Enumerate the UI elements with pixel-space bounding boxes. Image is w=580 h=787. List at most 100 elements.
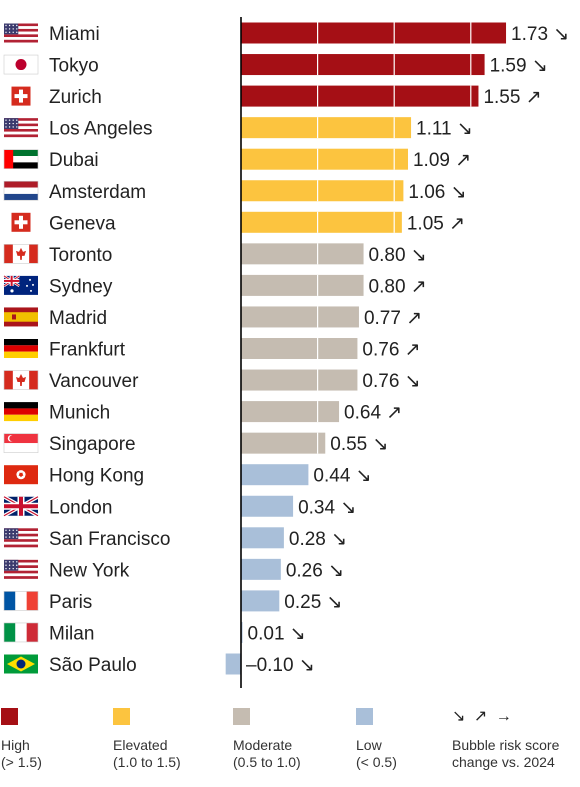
category-label-san-francisco: San Francisco <box>49 529 170 550</box>
legend-item-low: Low (< 0.5) <box>356 708 397 771</box>
legend-label-low: Low <box>356 737 382 753</box>
value-label-san-francisco: 0.28 ↘ <box>289 529 347 550</box>
japan-flag-icon <box>3 54 39 75</box>
us-flag-icon <box>4 559 38 579</box>
legend-swatch-elevated <box>113 708 130 725</box>
category-label-tokyo: Tokyo <box>49 56 99 77</box>
bar-munich <box>241 401 340 423</box>
bar-los-angeles <box>241 117 412 139</box>
uae-flag-icon <box>3 149 39 169</box>
category-label-hong-kong: Hong Kong <box>49 466 144 487</box>
category-label-frankfurt: Frankfurt <box>49 340 126 361</box>
switzerland-flag-icon <box>11 86 31 106</box>
legend-swatch-high <box>1 708 18 725</box>
category-label-vancouver: Vancouver <box>49 371 139 392</box>
value-label-toronto: 0.80 ↘ <box>369 245 427 266</box>
legend-item-moderate: Moderate (0.5 to 1.0) <box>233 708 301 771</box>
bar-amsterdam <box>241 180 404 202</box>
value-label-zurich: 1.55 ↗ <box>483 87 541 108</box>
value-label-sao-paulo: –0.10 ↘ <box>246 655 315 676</box>
value-label-tokyo: 1.59 ↘ <box>490 56 548 77</box>
category-label-miami: Miami <box>49 24 100 45</box>
bar-zurich <box>241 85 479 107</box>
category-label-zurich: Zurich <box>49 87 102 108</box>
germany-flag-icon <box>4 402 38 422</box>
bar-hong-kong <box>241 464 309 486</box>
italy-flag-icon <box>3 622 39 643</box>
hong-kong-flag-icon <box>4 465 38 485</box>
brazil-flag-icon <box>4 654 38 674</box>
category-label-singapore: Singapore <box>49 434 136 455</box>
us-flag-icon <box>4 528 38 548</box>
value-label-geneva: 1.05 ↗ <box>407 213 465 234</box>
legend-item-elevated: Elevated (1.0 to 1.5) <box>113 708 181 771</box>
category-label-dubai: Dubai <box>49 150 99 171</box>
legend-swatch-moderate <box>233 708 250 725</box>
legend-range-high: (> 1.5) <box>1 754 42 770</box>
legend-range-moderate: (0.5 to 1.0) <box>233 754 301 770</box>
category-label-london: London <box>49 497 112 518</box>
category-label-amsterdam: Amsterdam <box>49 182 146 203</box>
bar-toronto <box>241 243 364 265</box>
value-label-singapore: 0.55 ↘ <box>330 434 388 455</box>
category-label-new-york: New York <box>49 560 130 581</box>
category-label-toronto: Toronto <box>49 245 112 266</box>
switzerland-flag-icon <box>11 212 31 232</box>
value-label-madrid: 0.77 ↗ <box>364 308 422 329</box>
category-label-sydney: Sydney <box>49 276 113 297</box>
value-label-milan: 0.01 ↘ <box>248 623 306 644</box>
value-label-miami: 1.73 ↘ <box>511 24 569 45</box>
bar-geneva <box>241 211 402 233</box>
value-label-sydney: 0.80 ↗ <box>369 276 427 297</box>
value-label-london: 0.34 ↘ <box>298 497 356 518</box>
trend-arrows-icon: ↘ ↗ → <box>452 708 514 725</box>
legend-label-moderate: Moderate <box>233 737 293 753</box>
legend-item-trend: ↘ ↗ → Bubble risk score change vs. 2024 <box>452 708 559 771</box>
bar-frankfurt <box>241 338 358 359</box>
category-label-milan: Milan <box>49 623 94 644</box>
bar-new-york <box>241 558 281 580</box>
value-label-paris: 0.25 ↘ <box>284 592 342 613</box>
value-label-munich: 0.64 ↗ <box>344 403 402 424</box>
category-label-los-angeles: Los Angeles <box>49 119 153 140</box>
bar-paris <box>241 590 280 612</box>
legend-label-elevated: Elevated <box>113 737 168 753</box>
bar-london <box>241 495 294 517</box>
category-label-geneva: Geneva <box>49 213 116 234</box>
germany-flag-icon <box>4 339 38 358</box>
legend-label-high: High <box>1 737 30 753</box>
netherlands-flag-icon <box>3 180 39 201</box>
us-flag-icon <box>4 118 38 138</box>
bar-sydney <box>241 274 364 296</box>
australia-flag-icon <box>3 274 38 295</box>
value-label-hong-kong: 0.44 ↘ <box>313 466 371 487</box>
bar-san-francisco <box>241 527 284 549</box>
legend-range-low: (< 0.5) <box>356 754 397 770</box>
legend-label-trend: Bubble risk score <box>452 737 560 753</box>
legend-item-high: High (> 1.5) <box>1 708 42 771</box>
us-flag-icon <box>4 23 38 43</box>
legend: High (> 1.5) Elevated (1.0 to 1.5) Moder… <box>0 708 580 787</box>
bubble-risk-bar-chart: Miami 1.73 ↘ Tokyo 1.59 ↘ Zurich 1.55 ↗ Los An… <box>3 17 569 688</box>
category-label-sao-paulo: São Paulo <box>49 655 137 676</box>
bar-singapore <box>241 432 326 454</box>
legend-sub-trend: change vs. 2024 <box>452 754 555 770</box>
canada-flag-icon <box>3 244 39 264</box>
bar-miami <box>241 22 507 44</box>
bar-madrid <box>241 306 359 328</box>
singapore-flag-icon <box>3 433 39 453</box>
value-label-los-angeles: 1.11 ↘ <box>416 119 473 140</box>
legend-swatch-low <box>356 708 373 725</box>
category-label-madrid: Madrid <box>49 308 107 329</box>
france-flag-icon <box>3 591 39 611</box>
value-label-new-york: 0.26 ↘ <box>286 560 344 581</box>
bar-tokyo <box>241 54 485 76</box>
value-label-amsterdam: 1.06 ↘ <box>408 182 466 203</box>
uk-flag-icon <box>3 495 39 518</box>
bar-sao-paulo <box>225 653 241 675</box>
category-label-paris: Paris <box>49 592 92 613</box>
spain-flag-icon <box>4 307 38 327</box>
bar-vancouver <box>241 369 358 391</box>
canada-flag-icon <box>3 370 39 390</box>
value-label-dubai: 1.09 ↗ <box>413 150 471 171</box>
